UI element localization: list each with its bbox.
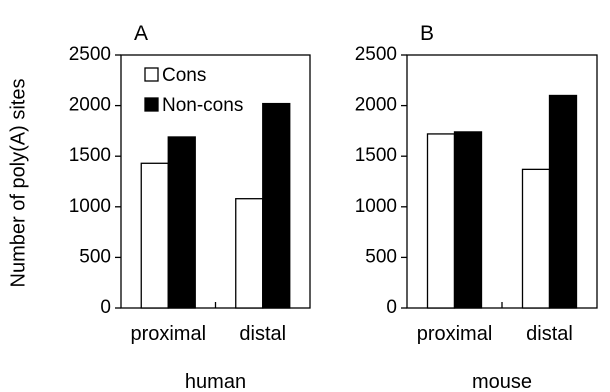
legend-swatch-cons bbox=[144, 67, 159, 82]
x-category-label: distal bbox=[526, 323, 573, 345]
legend-swatch-non-cons bbox=[144, 97, 159, 112]
y-tick-label: 500 bbox=[79, 246, 111, 267]
bar-cons-distal bbox=[235, 198, 264, 309]
y-tick-label: 1000 bbox=[355, 196, 397, 217]
group-label: mouse bbox=[472, 371, 532, 392]
x-category-label: distal bbox=[239, 323, 286, 345]
group-label: human bbox=[185, 371, 246, 392]
bar-non-cons-distal bbox=[548, 94, 578, 309]
y-tick-label: 500 bbox=[365, 246, 397, 267]
panel-letter: B bbox=[420, 22, 434, 45]
bar-non-cons-proximal bbox=[453, 131, 483, 309]
y-tick-label: 1000 bbox=[69, 196, 111, 217]
y-tick-label: 0 bbox=[100, 297, 111, 318]
y-tick-label: 2500 bbox=[69, 44, 111, 65]
legend: Cons Non-cons bbox=[144, 65, 243, 116]
legend-label-cons: Cons bbox=[162, 65, 206, 86]
bar-cons-distal bbox=[521, 168, 551, 309]
y-axis-title: Number of poly(A) sites bbox=[7, 79, 29, 288]
bar-non-cons-proximal bbox=[167, 136, 196, 309]
bar-non-cons-distal bbox=[262, 102, 291, 309]
x-category-label: proximal bbox=[130, 323, 206, 345]
bar-cons-proximal bbox=[426, 133, 456, 309]
legend-label-non-cons: Non-cons bbox=[162, 95, 243, 116]
y-tick-label: 2500 bbox=[355, 44, 397, 65]
panel-letter: A bbox=[134, 22, 148, 45]
y-tick-label: 2000 bbox=[355, 95, 397, 116]
y-tick-label: 0 bbox=[386, 297, 397, 318]
bar-cons-proximal bbox=[140, 162, 169, 309]
y-tick-label: 1500 bbox=[355, 145, 397, 166]
x-category-label: proximal bbox=[417, 323, 493, 345]
y-tick-label: 1500 bbox=[69, 145, 111, 166]
y-tick-label: 2000 bbox=[69, 95, 111, 116]
